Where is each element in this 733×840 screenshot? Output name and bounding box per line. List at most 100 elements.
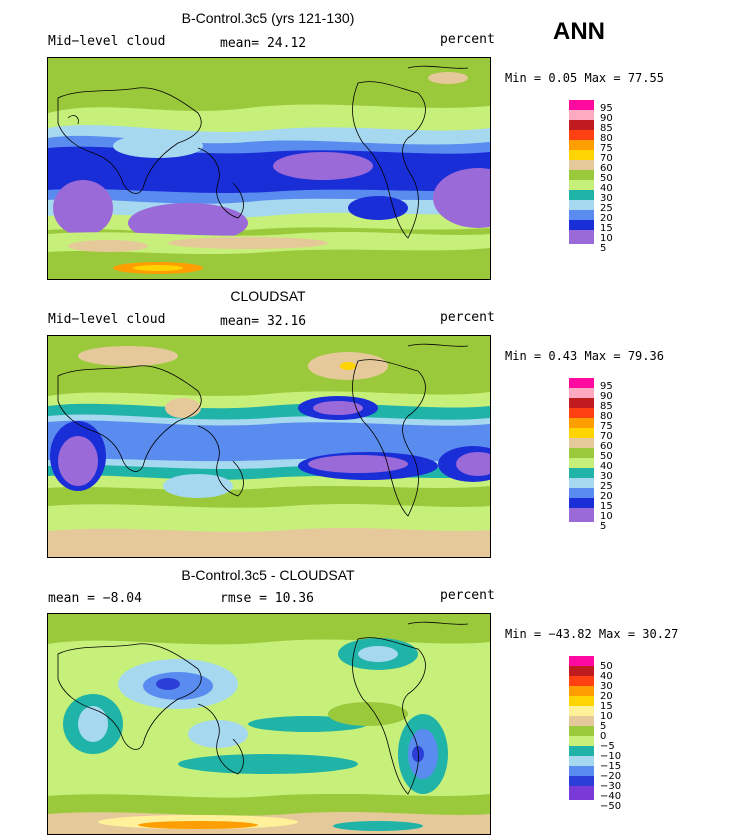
- colorbar-label: 0: [600, 731, 607, 742]
- colorbar-label: −50: [600, 801, 622, 812]
- colorbar-label: 70: [600, 153, 613, 164]
- colorbar-swatch: [569, 388, 594, 398]
- colorbar-swatch: [569, 110, 594, 120]
- panel3-title: B-Control.3c5 - CLOUDSAT: [181, 567, 355, 583]
- colorbar-swatch: [569, 140, 594, 150]
- colorbar-label: 10: [600, 233, 613, 244]
- panel1-minmax: Min = 0.05 Max = 77.55: [505, 71, 664, 85]
- colorbar-swatch: [569, 488, 594, 498]
- season-label: ANN: [553, 18, 605, 45]
- colorbar-swatch: [569, 706, 594, 716]
- colorbar-label: 10: [600, 711, 613, 722]
- colorbar-swatch: [569, 190, 594, 200]
- panel2-map: [47, 335, 491, 558]
- colorbar-swatch: [569, 130, 594, 140]
- colorbar-label: 20: [600, 491, 613, 502]
- panel3-mean-label: mean = −8.04: [48, 591, 142, 606]
- colorbar-swatch: [569, 508, 594, 522]
- colorbar-swatch: [569, 686, 594, 696]
- colorbar-label: 20: [600, 213, 613, 224]
- colorbar-label: 80: [600, 411, 613, 422]
- colorbar-label: −30: [600, 781, 622, 792]
- colorbar-label: 30: [600, 681, 613, 692]
- colorbar-label: 75: [600, 143, 613, 154]
- colorbar-swatch: [569, 776, 594, 786]
- colorbar-swatch: [569, 230, 594, 244]
- colorbar-swatch: [569, 498, 594, 508]
- colorbar-label: 40: [600, 461, 613, 472]
- colorbar-label: 25: [600, 203, 613, 214]
- colorbar-swatch: [569, 478, 594, 488]
- colorbar-swatch: [569, 656, 594, 666]
- panel3-units-label: percent: [440, 588, 495, 603]
- colorbar-label: −20: [600, 771, 622, 782]
- colorbar-swatch: [569, 220, 594, 230]
- colorbar-label: 15: [600, 701, 613, 712]
- colorbar-label: 40: [600, 671, 613, 682]
- colorbar-swatch: [569, 786, 594, 800]
- colorbar-label: 50: [600, 173, 613, 184]
- colorbar-swatch: [569, 160, 594, 170]
- colorbar-label: 80: [600, 133, 613, 144]
- colorbar-swatch: [569, 716, 594, 726]
- colorbar-swatch: [569, 200, 594, 210]
- colorbar-swatch: [569, 210, 594, 220]
- panel2-left-label: Mid−level cloud: [48, 312, 166, 327]
- colorbar-label: 90: [600, 113, 613, 124]
- colorbar-label: 10: [600, 511, 613, 522]
- colorbar-label: 60: [600, 163, 613, 174]
- colorbar-label: 15: [600, 501, 613, 512]
- colorbar-label: 70: [600, 431, 613, 442]
- panel3-map: [47, 613, 491, 835]
- colorbar-swatch: [569, 666, 594, 676]
- colorbar-swatch: [569, 428, 594, 438]
- colorbar-swatch: [569, 726, 594, 736]
- colorbar-swatch: [569, 378, 594, 388]
- colorbar-swatch: [569, 398, 594, 408]
- panel3-minmax: Min = −43.82 Max = 30.27: [505, 627, 679, 641]
- colorbar-swatch: [569, 448, 594, 458]
- colorbar-label: 50: [600, 451, 613, 462]
- colorbar-label: 30: [600, 471, 613, 482]
- colorbar-swatch: [569, 170, 594, 180]
- colorbar-label: 20: [600, 691, 613, 702]
- panel1-left-label: Mid−level cloud: [48, 34, 166, 49]
- colorbar-swatch: [569, 736, 594, 746]
- colorbar-label: 85: [600, 123, 613, 134]
- panel2-units-label: percent: [440, 310, 495, 325]
- colorbar-label: 5: [600, 721, 607, 732]
- panel2-title: CLOUDSAT: [230, 288, 306, 304]
- colorbar-label: 85: [600, 401, 613, 412]
- panel3-rmse-label: rmse = 10.36: [220, 591, 314, 606]
- colorbar-label: 30: [600, 193, 613, 204]
- colorbar-label: 40: [600, 183, 613, 194]
- colorbar-swatch: [569, 696, 594, 706]
- colorbar-label: 90: [600, 391, 613, 402]
- panel1-units-label: percent: [440, 32, 495, 47]
- colorbar-swatch: [569, 676, 594, 686]
- colorbar-label: −15: [600, 761, 622, 772]
- colorbar-swatch: [569, 180, 594, 190]
- colorbar-swatch: [569, 756, 594, 766]
- colorbar-label: 95: [600, 103, 613, 114]
- colorbar-swatch: [569, 766, 594, 776]
- colorbar-label: 25: [600, 481, 613, 492]
- colorbar-label: 50: [600, 661, 613, 672]
- colorbar-label: 95: [600, 381, 613, 392]
- colorbar-swatch: [569, 100, 594, 110]
- colorbar-swatch: [569, 150, 594, 160]
- panel1-mean-label: mean= 24.12: [220, 36, 307, 51]
- colorbar-label: 60: [600, 441, 613, 452]
- colorbar-label: −5: [600, 741, 615, 752]
- colorbar-label: 75: [600, 421, 613, 432]
- colorbar-label: −40: [600, 791, 622, 802]
- colorbar-label: 5: [600, 243, 607, 254]
- colorbar-swatch: [569, 418, 594, 428]
- colorbar-swatch: [569, 468, 594, 478]
- colorbar-swatch: [569, 746, 594, 756]
- colorbar-label: 5: [600, 521, 607, 532]
- colorbar-label: −10: [600, 751, 622, 762]
- panel2-mean-label: mean= 32.16: [220, 314, 307, 329]
- colorbar-swatch: [569, 120, 594, 130]
- colorbar-swatch: [569, 438, 594, 448]
